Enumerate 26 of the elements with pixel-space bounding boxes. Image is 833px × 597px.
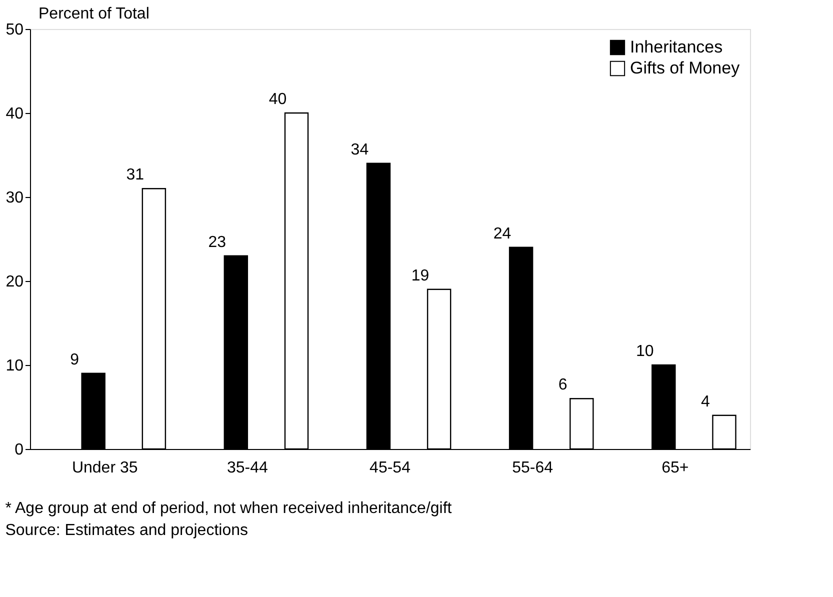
legend-label: Inheritances [630,38,723,56]
data-label: 40 [268,91,287,108]
y-tick-label: 10 [6,358,24,374]
y-tick-label: 20 [6,274,24,290]
text: * Age group at end of period, not when received inheritance/gift [5,500,452,517]
x-tick-label: 35-44 [226,460,268,476]
x-tick-label: 45-54 [370,460,411,476]
x-tick-label: 65+ [662,460,689,476]
data-label: 10 [636,343,654,360]
data-label: 4 [700,393,710,410]
y-tick-label: 40 [6,106,24,122]
data-label: 6 [558,376,568,394]
y-axis-title: Percent of Total [38,6,150,22]
data-label: 23 [208,234,226,251]
y-tick-label: 0 [14,442,24,458]
y-tick-label: 30 [6,190,24,206]
data-label: 9 [70,351,80,368]
data-label: 19 [411,267,430,284]
source-note: Source: Estimates and projections [5,522,248,539]
data-label: 34 [350,141,369,158]
data-label: 31 [126,166,144,184]
y-tick-label: 50 [6,22,24,38]
x-tick-label: Under 35 [72,460,138,476]
legend-label: Gifts of Money [630,58,740,78]
x-tick-label: 55-64 [512,460,554,476]
data-label: 24 [493,225,512,242]
